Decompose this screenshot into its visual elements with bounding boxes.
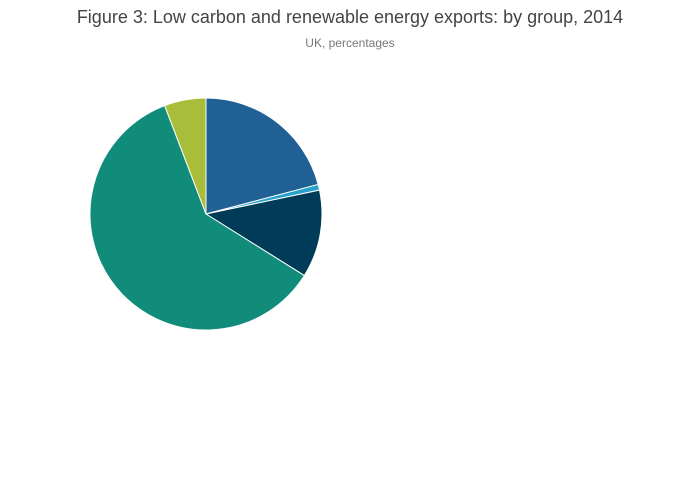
- pie-slice: [205, 97, 319, 215]
- pie-slice: [164, 97, 207, 215]
- chart-subtitle: UK, percentages: [305, 36, 394, 50]
- pie-slice: [204, 189, 323, 277]
- pie-slice: [89, 104, 306, 331]
- chart-title: Figure 3: Low carbon and renewable energ…: [77, 7, 623, 27]
